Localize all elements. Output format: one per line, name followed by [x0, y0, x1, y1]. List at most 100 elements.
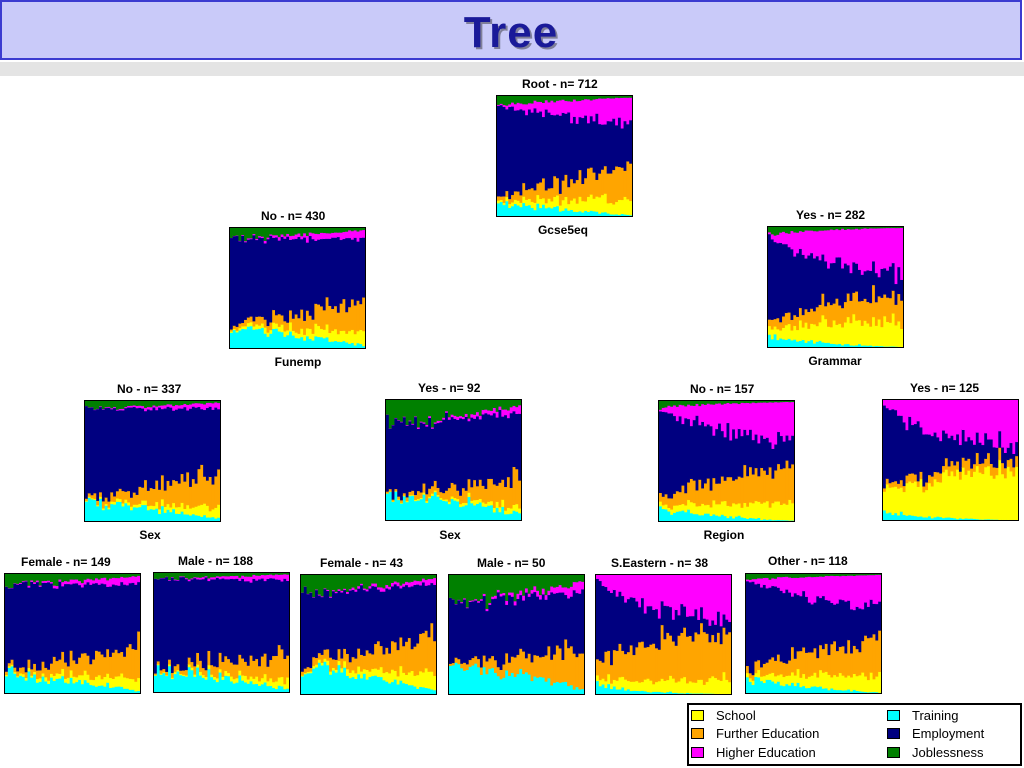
gcse-no-cell-school: [331, 330, 335, 342]
grammar-yes-cell-employment: [947, 437, 952, 467]
m2-cell-joblessness: [508, 575, 512, 593]
grammar-yes-cell-school: [975, 465, 980, 520]
other-cell-further-education: [788, 659, 792, 676]
grammar-no-cell-higher-education: [746, 402, 750, 436]
node-funemp-yes-plot[interactable]: [385, 399, 522, 521]
grammar-yes-cell-training: [922, 516, 926, 520]
gcse-yes-cell-school: [810, 323, 814, 341]
f2-cell-further-education: [348, 661, 353, 673]
grammar-no-cell-employment: [709, 425, 714, 491]
m2-cell-training: [465, 669, 470, 694]
root-cell-higher-education: [511, 102, 515, 107]
funemp-yes-cell-further-education: [397, 496, 401, 500]
f1-cell-school: [19, 672, 23, 676]
f2-cell-training: [388, 682, 392, 694]
grammar-no-cell-training: [726, 517, 730, 521]
grammar-no-cell-employment: [667, 412, 671, 499]
root-cell-further-education: [553, 175, 557, 197]
root-cell-joblessness: [533, 96, 537, 101]
funemp-yes-cell-joblessness: [495, 400, 500, 412]
se-cell-school: [596, 674, 600, 682]
funemp-yes-cell-further-education: [464, 490, 469, 504]
m2-cell-higher-education: [575, 581, 579, 594]
se-cell-school: [601, 678, 606, 685]
node-seastern-plot[interactable]: [595, 574, 732, 695]
m2-cell-further-education: [457, 658, 461, 665]
grammar-no-cell-school: [768, 507, 773, 520]
node-female2-plot[interactable]: [300, 574, 437, 695]
f2-cell-school: [326, 660, 330, 666]
node-female1-plot[interactable]: [4, 573, 141, 694]
f2-cell-school: [329, 671, 333, 675]
node-other-plot[interactable]: [745, 573, 882, 694]
se-cell-higher-education: [596, 575, 600, 579]
funemp-yes-cell-training: [461, 505, 466, 520]
other-cell-joblessness: [819, 574, 823, 577]
legend-item-employment: Employment: [887, 726, 984, 741]
m1-cell-joblessness: [246, 573, 251, 577]
node-gcse-yes-plot[interactable]: [767, 226, 904, 348]
grammar-no-cell-employment: [706, 423, 711, 479]
gcse-no-cell-joblessness: [331, 228, 335, 233]
gcse-yes-cell-higher-education: [787, 233, 792, 248]
other-cell-training: [793, 685, 798, 693]
f1-cell-joblessness: [33, 574, 37, 583]
m1-cell-school: [196, 664, 200, 668]
grammar-yes-cell-further-education: [922, 485, 926, 493]
other-cell-school: [850, 676, 854, 692]
f2-cell-school: [419, 670, 423, 688]
funemp-no-cell-further-education: [183, 481, 187, 509]
other-cell-employment: [816, 595, 820, 659]
se-cell-higher-education: [646, 575, 651, 607]
grammar-no-cell-employment: [664, 411, 669, 495]
funemp-yes-cell-joblessness: [408, 400, 412, 421]
other-cell-training: [869, 691, 874, 693]
other-cell-school: [796, 668, 801, 683]
root-cell-further-education: [570, 178, 574, 201]
funemp-yes-cell-training: [501, 506, 505, 520]
m2-cell-joblessness: [524, 575, 529, 589]
f1-cell-higher-education: [38, 584, 43, 587]
gcse-no-cell-further-education: [244, 319, 248, 327]
node-funemp-no-plot[interactable]: [84, 400, 221, 522]
m1-cell-school: [201, 674, 206, 678]
gcse-yes-cell-further-education: [900, 300, 903, 329]
grammar-yes-cell-employment: [958, 444, 963, 472]
f2-cell-higher-education: [320, 595, 325, 598]
gcse-yes-cell-employment: [813, 257, 817, 312]
root-cell-employment: [556, 114, 560, 179]
other-cell-further-education: [779, 660, 784, 675]
m1-cell-joblessness: [227, 573, 231, 577]
node-grammar-no-plot[interactable]: [658, 400, 795, 522]
gcse-no-cell-training: [258, 328, 262, 348]
root-cell-employment: [564, 113, 568, 175]
grammar-yes-cell-employment: [930, 435, 935, 477]
root-cell-school: [522, 196, 526, 204]
funemp-no-cell-employment: [90, 406, 95, 496]
node-male2-plot[interactable]: [448, 574, 585, 695]
funemp-no-cell-joblessness: [214, 401, 218, 403]
m2-cell-joblessness: [541, 575, 546, 589]
se-cell-school: [657, 680, 662, 692]
node-root-plot[interactable]: [496, 95, 633, 217]
root-cell-joblessness: [626, 96, 630, 98]
funemp-yes-cell-training: [456, 500, 460, 520]
grammar-yes-cell-training: [930, 517, 935, 520]
m1-cell-school: [184, 674, 189, 677]
f1-cell-employment: [72, 583, 76, 661]
node-grammar-yes-plot[interactable]: [882, 399, 1019, 521]
funemp-no-cell-joblessness: [96, 401, 100, 409]
grammar-yes-cell-higher-education: [1001, 400, 1005, 448]
f1-cell-employment: [128, 582, 133, 645]
gcse-no-cell-further-education: [300, 309, 304, 329]
funemp-yes-cell-joblessness: [386, 400, 390, 415]
funemp-yes-cell-further-education: [484, 488, 488, 504]
funemp-yes-cell-further-education: [402, 492, 407, 496]
grammar-yes-cell-training: [933, 516, 938, 520]
node-gcse-no-plot[interactable]: [229, 227, 366, 349]
root-cell-further-education: [567, 186, 571, 205]
root-cell-further-education: [499, 196, 504, 201]
funemp-no-cell-school: [175, 506, 179, 514]
gcse-yes-cell-school: [807, 328, 811, 342]
node-male1-plot[interactable]: [153, 572, 290, 693]
